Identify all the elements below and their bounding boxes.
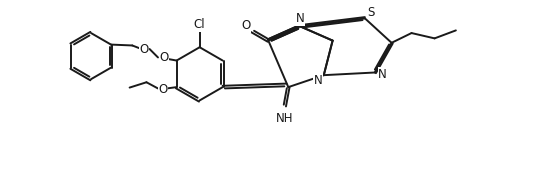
Text: O: O [241, 19, 251, 32]
Text: N: N [296, 12, 305, 25]
Text: Cl: Cl [194, 18, 206, 31]
Text: NH: NH [276, 112, 294, 125]
Text: S: S [367, 6, 375, 19]
Text: O: O [158, 83, 168, 96]
Text: N: N [378, 68, 387, 81]
Text: N: N [314, 74, 323, 87]
Text: O: O [159, 51, 168, 64]
Text: O: O [140, 43, 149, 56]
